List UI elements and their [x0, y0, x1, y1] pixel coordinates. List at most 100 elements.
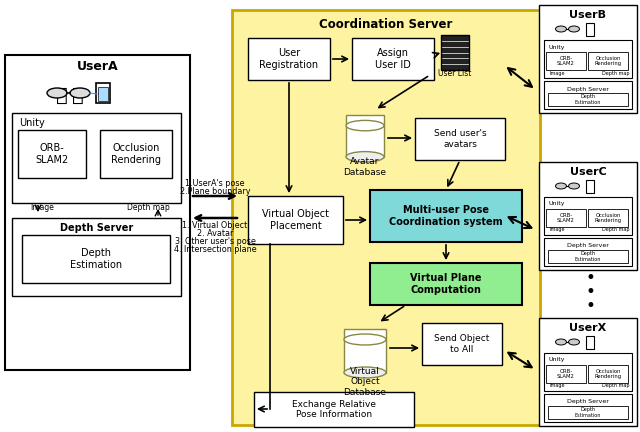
Ellipse shape	[346, 152, 384, 162]
Text: Virtual
Object
Database: Virtual Object Database	[344, 367, 387, 397]
Ellipse shape	[556, 26, 566, 32]
Bar	[18, 130, 86, 178]
Text: UserA: UserA	[77, 60, 118, 73]
Bar	[415, 118, 505, 160]
Text: Depth map: Depth map	[127, 203, 170, 213]
Bar	[344, 328, 386, 372]
Bar	[254, 392, 414, 427]
Bar	[546, 52, 586, 70]
Text: Depth Server: Depth Server	[567, 400, 609, 404]
Text: Depth map: Depth map	[602, 384, 630, 388]
Ellipse shape	[344, 334, 386, 345]
Text: Send Object
to All: Send Object to All	[435, 334, 490, 354]
Text: Multi-user Pose
Coordination system: Multi-user Pose Coordination system	[389, 205, 503, 227]
Text: UserC: UserC	[570, 167, 606, 177]
Bar	[12, 113, 181, 203]
Text: Virtual Plane
Computation: Virtual Plane Computation	[410, 273, 482, 295]
Bar	[370, 190, 522, 242]
Text: Image: Image	[549, 228, 564, 232]
Bar	[346, 115, 384, 157]
Text: 4. Intersection plane: 4. Intersection plane	[173, 245, 256, 254]
Text: Depth map: Depth map	[602, 228, 630, 232]
Text: Virtual Object
Placement: Virtual Object Placement	[262, 209, 329, 231]
Text: Coordination Server: Coordination Server	[319, 18, 452, 31]
Text: Occlusion
Rendering: Occlusion Rendering	[595, 213, 621, 223]
Bar	[586, 23, 594, 36]
Text: Depth
Estimation: Depth Estimation	[70, 248, 122, 270]
Bar	[546, 209, 586, 227]
Ellipse shape	[344, 367, 386, 378]
Bar	[544, 197, 632, 235]
Text: Unity: Unity	[548, 44, 565, 50]
Ellipse shape	[568, 183, 579, 189]
Ellipse shape	[568, 26, 579, 32]
Text: 1. Virtual Object: 1. Virtual Object	[182, 222, 248, 231]
Bar	[539, 318, 637, 426]
Bar	[548, 406, 628, 419]
Text: Occlusion
Rendering: Occlusion Rendering	[595, 368, 621, 379]
Text: ORB-
SLAM2: ORB- SLAM2	[557, 368, 575, 379]
Text: Image: Image	[549, 70, 564, 76]
Text: Image: Image	[30, 203, 54, 213]
Bar	[588, 52, 628, 70]
Bar	[544, 40, 632, 78]
Text: Depth Server: Depth Server	[60, 223, 134, 233]
Ellipse shape	[556, 339, 566, 345]
Text: User
Registration: User Registration	[259, 48, 319, 70]
Bar	[586, 180, 594, 193]
Ellipse shape	[346, 121, 384, 131]
Text: Depth
Estimation: Depth Estimation	[575, 407, 601, 418]
Bar	[544, 394, 632, 422]
Ellipse shape	[47, 88, 67, 98]
Text: UserX: UserX	[570, 323, 607, 333]
Bar	[22, 235, 170, 283]
Text: Unity: Unity	[548, 201, 565, 206]
Text: Occlusion
Rendering: Occlusion Rendering	[595, 56, 621, 67]
Text: UserB: UserB	[570, 10, 607, 20]
Bar	[248, 38, 330, 80]
Bar	[96, 83, 110, 103]
Bar	[544, 353, 632, 391]
Text: Exchange Relative
Pose Information: Exchange Relative Pose Information	[292, 400, 376, 419]
Text: Send user's
avatars: Send user's avatars	[434, 129, 486, 149]
Bar	[539, 162, 637, 270]
Ellipse shape	[556, 183, 566, 189]
Text: Depth
Estimation: Depth Estimation	[575, 94, 601, 105]
Text: Depth Server: Depth Server	[567, 244, 609, 248]
Text: 〔: 〔	[56, 86, 68, 105]
Bar	[588, 209, 628, 227]
Bar	[548, 250, 628, 263]
Text: Unity: Unity	[19, 118, 45, 128]
Text: 〕: 〕	[72, 86, 84, 105]
Bar	[12, 218, 181, 296]
Text: Depth Server: Depth Server	[567, 86, 609, 92]
Text: Occlusion
Rendering: Occlusion Rendering	[111, 143, 161, 165]
Bar	[586, 336, 594, 349]
Text: ORB-
SLAM2: ORB- SLAM2	[35, 143, 68, 165]
Bar	[248, 196, 343, 244]
Text: •: •	[585, 283, 595, 301]
Text: Depth map: Depth map	[602, 70, 630, 76]
Text: Image: Image	[549, 384, 564, 388]
Text: User List: User List	[438, 70, 472, 79]
Ellipse shape	[70, 88, 90, 98]
Text: Avatar
Database: Avatar Database	[344, 157, 387, 177]
Bar	[548, 93, 628, 106]
Bar	[370, 263, 522, 305]
Bar	[422, 323, 502, 365]
Text: ORB-
SLAM2: ORB- SLAM2	[557, 56, 575, 67]
Text: ORB-
SLAM2: ORB- SLAM2	[557, 213, 575, 223]
Bar	[5, 55, 190, 370]
Text: Assign
User ID: Assign User ID	[375, 48, 411, 70]
Text: Depth
Estimation: Depth Estimation	[575, 251, 601, 262]
Text: •: •	[585, 269, 595, 287]
Ellipse shape	[568, 339, 579, 345]
Bar	[352, 38, 434, 80]
Bar	[544, 238, 632, 266]
Bar	[539, 5, 637, 113]
Bar	[232, 10, 540, 425]
Bar	[98, 87, 108, 101]
Text: 2. Avatar: 2. Avatar	[197, 229, 233, 238]
Bar	[441, 35, 469, 70]
Text: 1.UserA's pose: 1.UserA's pose	[185, 178, 244, 187]
